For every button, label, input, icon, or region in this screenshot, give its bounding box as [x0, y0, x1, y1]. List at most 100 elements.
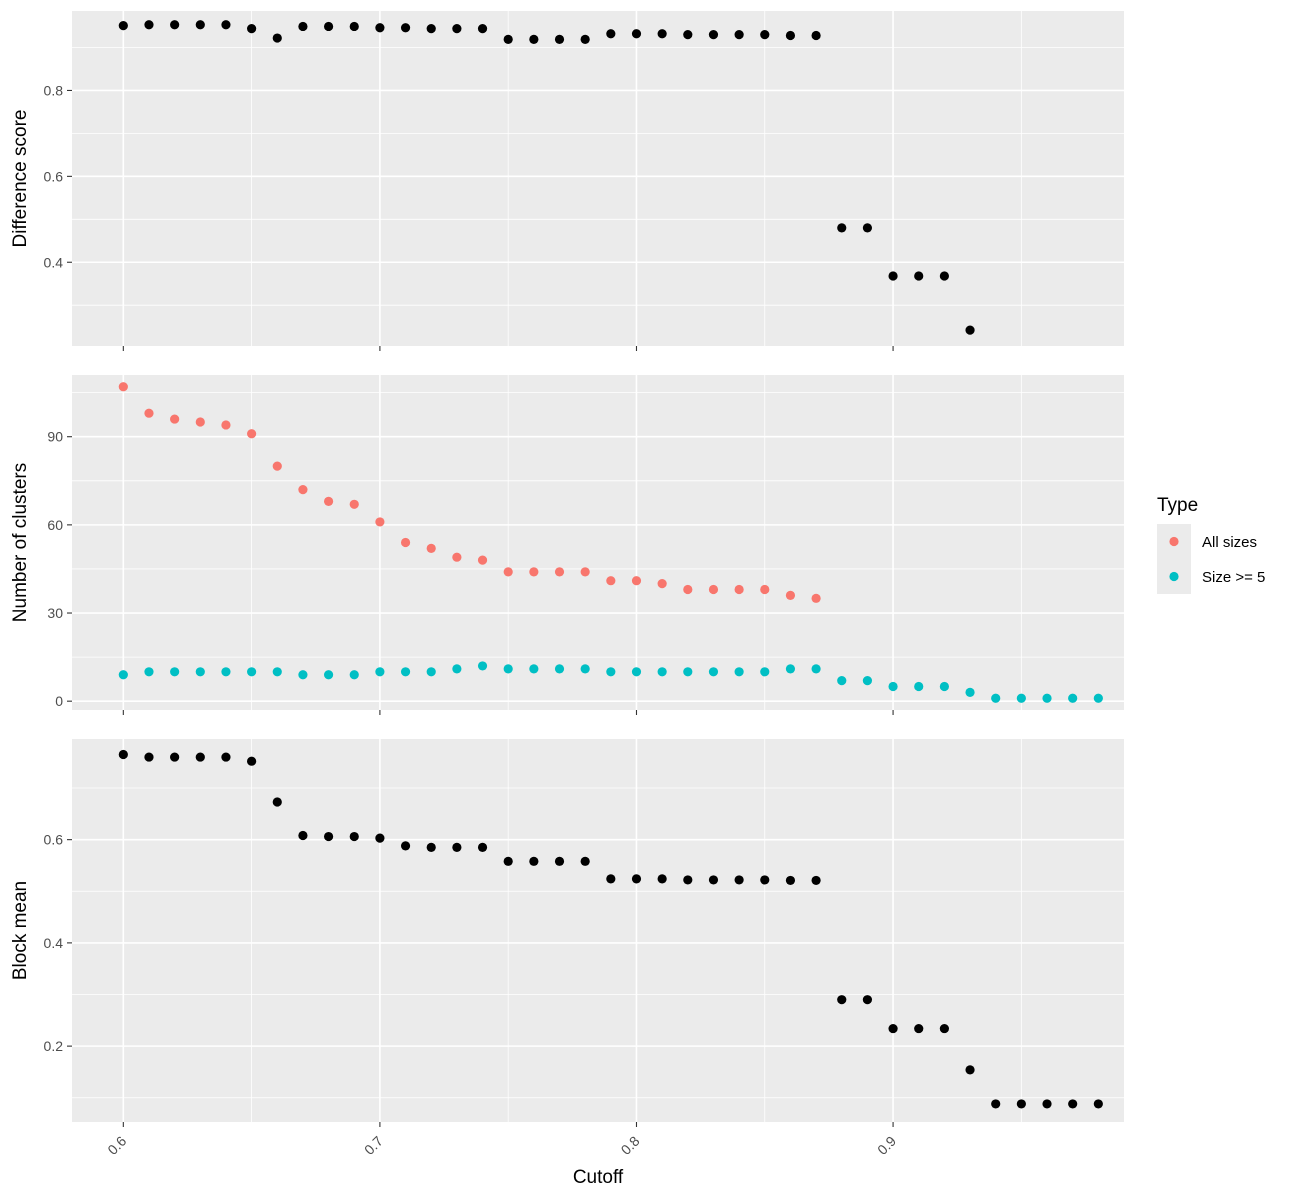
data-point	[683, 667, 693, 677]
panel-background	[72, 375, 1124, 710]
data-point	[298, 485, 308, 495]
data-point	[683, 584, 693, 595]
x-axis: 0.6 0.7 0.8 0.9	[104, 1133, 899, 1158]
data-point	[298, 21, 308, 32]
data-point	[939, 681, 949, 692]
y-axis-title: Difference score	[10, 110, 31, 248]
data-point	[811, 30, 821, 41]
data-point	[118, 382, 128, 392]
data-point	[991, 1099, 1001, 1109]
data-point	[683, 30, 693, 40]
data-point	[657, 579, 667, 589]
data-point	[1042, 1099, 1052, 1109]
data-point	[400, 667, 411, 677]
x-tick-label: 0.7	[361, 1133, 386, 1158]
y-tick-label: 0.8	[44, 82, 64, 98]
data-point	[606, 667, 616, 677]
data-point	[144, 752, 154, 762]
data-point	[888, 1023, 898, 1034]
data-point	[477, 842, 488, 852]
y-tick-label: 0.4	[44, 935, 64, 951]
data-point	[170, 667, 180, 677]
y-axis-title: Block mean	[10, 881, 31, 980]
data-point	[785, 590, 796, 600]
data-point	[426, 842, 436, 852]
data-point	[1016, 1099, 1026, 1109]
data-point	[144, 20, 154, 30]
panel-background	[72, 11, 1124, 346]
data-point	[375, 517, 385, 527]
data-point	[785, 664, 796, 674]
data-point	[529, 664, 539, 674]
x-tick-label: 0.8	[618, 1133, 643, 1158]
data-point	[760, 30, 770, 40]
data-point	[708, 584, 719, 595]
data-point	[247, 429, 257, 439]
data-point	[118, 21, 128, 31]
data-point	[247, 756, 257, 766]
data-point	[503, 856, 513, 866]
data-point	[862, 676, 873, 686]
y-axis-title: Number of clusters	[10, 463, 31, 622]
data-point	[144, 667, 154, 677]
data-point	[580, 664, 590, 674]
data-point	[965, 325, 975, 335]
data-point	[118, 670, 128, 680]
y-tick-label: 0.4	[44, 254, 64, 270]
legend: Type All sizes Size >= 5	[1157, 495, 1265, 594]
data-point	[914, 271, 924, 281]
data-point	[811, 664, 821, 674]
data-point	[144, 408, 154, 418]
data-point	[1093, 693, 1103, 703]
data-point	[760, 875, 770, 885]
x-tick-label: 0.6	[104, 1133, 129, 1158]
x-tick-label: 0.9	[874, 1133, 899, 1158]
data-point	[785, 30, 796, 41]
data-point	[221, 20, 231, 30]
data-point	[837, 223, 847, 233]
data-point	[939, 1023, 949, 1034]
data-point	[914, 1023, 924, 1034]
data-point	[1068, 1099, 1078, 1109]
panel-background	[72, 739, 1124, 1122]
data-point	[375, 23, 385, 33]
data-point	[400, 537, 411, 548]
data-point	[503, 664, 513, 674]
data-point	[554, 856, 565, 866]
data-point	[349, 831, 359, 842]
data-point	[1042, 693, 1052, 703]
series-all-sizes	[118, 382, 821, 603]
data-point	[708, 875, 719, 885]
data-point	[785, 875, 796, 886]
data-point	[452, 552, 462, 562]
data-point	[606, 29, 616, 39]
data-point	[349, 21, 359, 32]
data-point	[965, 687, 975, 697]
data-point	[837, 676, 847, 686]
data-point	[221, 752, 231, 762]
data-point	[272, 667, 282, 677]
data-point	[400, 23, 411, 33]
panel-2: 0 30 60 90 Number of clusters	[10, 375, 1124, 715]
data-point	[195, 667, 205, 677]
data-point	[452, 24, 462, 34]
data-point	[811, 875, 821, 886]
data-point	[734, 584, 744, 595]
y-tick-label: 90	[47, 429, 63, 445]
data-point	[914, 681, 924, 692]
data-point	[349, 499, 359, 509]
data-point	[554, 567, 565, 577]
data-point	[708, 667, 719, 677]
data-point	[734, 875, 744, 885]
data-point	[580, 856, 590, 866]
data-point	[734, 30, 744, 40]
y-tick-label: 0	[55, 693, 63, 709]
data-point	[965, 1065, 975, 1075]
data-point	[811, 593, 821, 603]
data-point	[708, 30, 719, 40]
data-point	[323, 831, 334, 842]
data-point	[862, 223, 873, 233]
data-point	[349, 670, 359, 680]
data-point	[888, 681, 898, 692]
